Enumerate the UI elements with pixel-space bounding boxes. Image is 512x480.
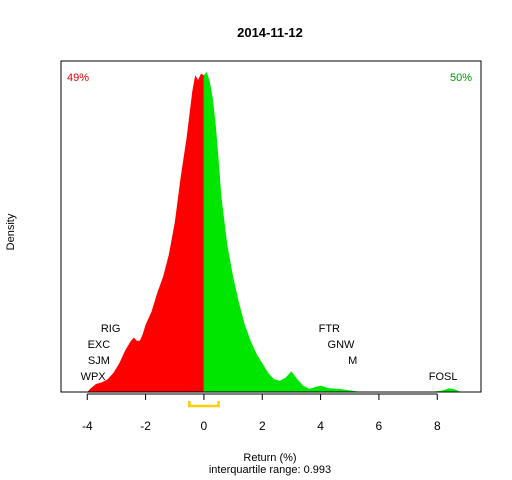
ticker-label-rig: RIG (101, 323, 121, 335)
positive-share-label: 50% (450, 72, 472, 84)
negative-density-area (87, 73, 204, 392)
chart-title: 2014-11-12 (237, 25, 303, 40)
y-axis-label: Density (5, 213, 17, 250)
plot-area: RIG EXC SJM WPX FTR GNW M FOSL (61, 72, 481, 393)
positive-density-area (203, 72, 461, 392)
x-tick-label: -4 (82, 419, 93, 433)
x-tick-label: 8 (434, 419, 441, 433)
x-axis: -4 -2 0 2 4 6 8 (82, 393, 441, 433)
negative-share-label: 49% (67, 72, 89, 84)
ticker-label-wpx: WPX (81, 371, 107, 383)
x-tick-label: 4 (317, 419, 324, 433)
ticker-label-m: M (348, 355, 357, 367)
iqr-bracket (188, 401, 220, 408)
ticker-label-ftr: FTR (319, 323, 340, 335)
x-axis-label: Return (%) (243, 452, 296, 464)
ticker-label-fosl: FOSL (429, 371, 458, 383)
iqr-subtitle: interquartile range: 0.993 (209, 464, 331, 476)
ticker-label-exc: EXC (88, 339, 111, 351)
ticker-label-gnw: GNW (328, 339, 356, 351)
x-tick-label: 0 (201, 419, 208, 433)
ticker-label-sjm: SJM (88, 355, 110, 367)
plot-frame (60, 60, 482, 393)
x-tick-label: -2 (140, 419, 151, 433)
x-tick-label: 6 (376, 419, 383, 433)
x-tick-label: 2 (259, 419, 266, 433)
